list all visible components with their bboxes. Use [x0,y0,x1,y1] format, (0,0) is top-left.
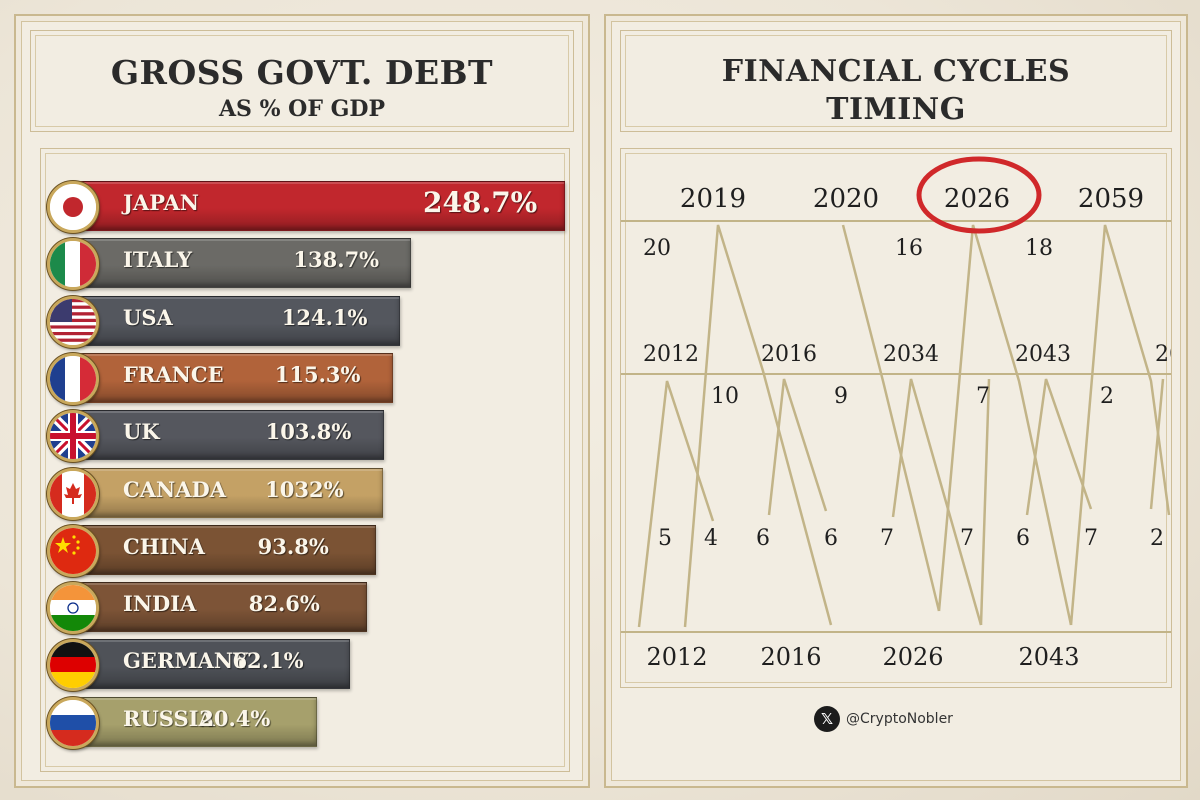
bar-label-france: FRANCE [123,361,224,387]
cycle-line-3 [841,224,941,612]
bar-china [69,524,376,575]
middle-number-2: 7 [976,384,990,409]
cycle-line-10 [1149,378,1165,510]
bar-value-russia: 20.4% [199,705,271,731]
bar-label-germany: GERMANY [123,648,249,674]
lower-number-1: 4 [704,526,718,551]
middle-year-4: 20 [1155,342,1172,367]
cycle-line-4 [767,378,828,516]
cycles-title-line2: TIMING [826,92,966,127]
bar-value-china: 93.8% [257,533,329,559]
bar-value-usa: 124.1% [281,304,368,330]
debt-panel: GROSS GOVT. DEBT AS % OF GDP JAPAN 248.7%… [14,14,590,788]
lower-number-8: 2 [1150,526,1164,551]
bar-value-canada: 1032% [265,476,344,502]
india-flag-icon [47,582,99,635]
middle-number-1: 9 [834,384,848,409]
top-year-2: 2026 [944,184,1010,214]
bar-italy [69,238,412,289]
lower-number-0: 5 [658,526,672,551]
middle-year-1: 2016 [761,342,817,367]
france-flag-icon [47,352,99,405]
upper-number-1: 16 [895,236,923,261]
debt-title: GROSS GOVT. DEBT [110,53,494,92]
middle-number-0: 10 [711,384,739,409]
credit[interactable]: 𝕏 @CryptoNobler [814,706,953,734]
debt-title-box: GROSS GOVT. DEBT AS % OF GDP [30,30,574,132]
debt-bar-chart: JAPAN 248.7% ITALY 138.7% USA 124.1% FRANCE 115… [40,148,570,772]
uk-flag-icon [47,410,99,463]
lower-number-4: 7 [880,526,894,551]
bottom-year-3: 2043 [1018,643,1079,671]
top-year-0: 2019 [680,184,746,214]
cycle-line-5 [891,378,983,626]
italy-flag-icon [47,238,99,291]
bar-label-japan: JAPAN [123,190,199,215]
bar-value-italy: 138.7% [293,247,380,273]
lower-number-7: 7 [1084,526,1098,551]
russia-flag-icon [47,696,99,749]
bar-label-uk: UK [123,419,160,445]
cycle-line-7 [1025,378,1093,516]
bar-value-uk: 103.8% [265,419,352,445]
bottom-year-2: 2026 [882,643,943,671]
bar-japan [69,181,565,231]
bar-label-canada: CANADA [123,476,227,502]
upper-number-0: 20 [643,236,671,261]
bar-label-china: CHINA [123,533,205,559]
bar-value-germany: 62.1% [232,648,304,674]
top-year-3: 2059 [1078,184,1144,214]
china-flag-icon [47,524,99,577]
bar-label-russia: RUSSIA [123,705,215,731]
bottom-year-0: 2012 [646,643,707,671]
bar-label-italy: ITALY [123,247,193,273]
cycles-title-line1: FINANCIAL CYCLES [721,54,1071,89]
top-year-1: 2020 [813,184,879,214]
bar-value-japan: 248.7% [423,186,538,219]
cycle-line-9 [1069,224,1171,626]
highlight-circle [916,156,1042,234]
germany-flag-icon [47,639,99,692]
lower-number-5: 7 [960,526,974,551]
cycles-title-box: FINANCIAL CYCLES TIMING [620,30,1172,132]
credit-handle: @CryptoNobler [846,711,953,727]
lower-number-3: 6 [824,526,838,551]
lower-number-2: 6 [756,526,770,551]
bar-canada [69,467,384,518]
cycles-svg: 2019202020262059201618201220162034204320… [621,156,1172,671]
bar-label-india: INDIA [123,591,197,617]
japan-flag-icon [47,181,99,233]
cycles-chart: 2019202020262059201618201220162034204320… [620,148,1172,688]
bottom-year-1: 2016 [760,643,821,671]
bar-value-india: 82.6% [248,591,320,617]
cycle-line-8 [979,378,991,626]
cycle-line-1 [683,224,833,628]
lower-number-6: 6 [1016,526,1030,551]
cycle-line-6 [937,224,1073,626]
bar-germany [69,639,351,690]
canada-flag-icon [47,467,99,520]
debt-subtitle: AS % OF GDP [218,96,386,122]
bar-label-usa: USA [123,304,173,330]
cycles-panel: FINANCIAL CYCLES TIMING 2019 2020 2026 2059… [604,14,1188,788]
bar-russia [69,696,318,747]
middle-year-2: 2034 [883,342,939,367]
middle-year-0: 2012 [643,342,699,367]
middle-number-3: 2 [1100,384,1114,409]
middle-year-3: 2043 [1015,342,1071,367]
bar-india [69,582,367,633]
bar-value-france: 115.3% [274,361,361,387]
usa-flag-icon [47,295,99,348]
bar-france [69,352,393,403]
x-logo-icon: 𝕏 [814,706,840,732]
cycles-title: FINANCIAL CYCLES TIMING [621,53,1171,129]
bar-uk [69,410,384,461]
upper-number-2: 18 [1025,236,1053,261]
bar-usa [69,295,400,346]
cycle-line-2 [637,380,715,628]
